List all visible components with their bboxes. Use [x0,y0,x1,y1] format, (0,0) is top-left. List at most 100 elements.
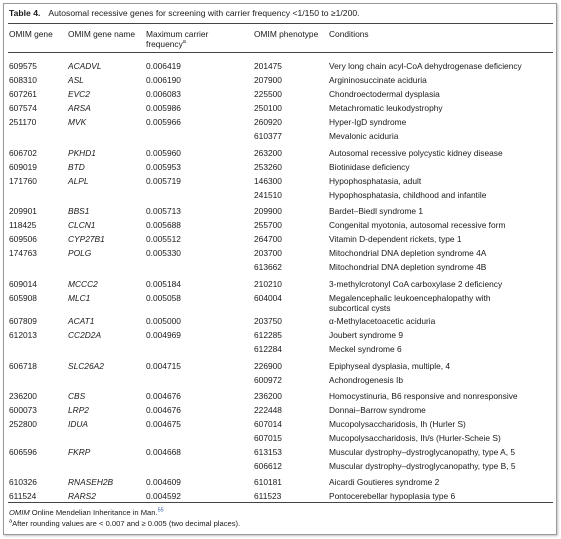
cell-gene-name: BTD [68,162,85,172]
cell-condition-continued: subcortical cysts [329,303,391,313]
cell-gene-name: RNASEH2B [68,477,114,487]
cell-condition: Mitochondrial DNA depletion syndrome 4A [329,248,487,258]
cell-omim-gene: 252800 [9,419,37,429]
cell-gene-name: RARS2 [68,491,96,501]
cell-omim-phenotype: 146300 [254,176,282,186]
header-rule [8,52,553,53]
cell-omim-gene: 610326 [9,477,37,487]
cell-omim-phenotype: 611523 [254,491,282,501]
cell-condition: Meckel syndrome 6 [329,344,402,354]
cell-omim-phenotype: 600972 [254,375,282,385]
header-frequency-sup: a [182,39,186,46]
cell-carrier-frequency: 0.004668 [146,447,181,457]
footnote-rounding: aAfter rounding values are < 0.007 and ≥… [9,519,240,528]
cell-condition: Muscular dystrophy–dystroglycanopathy, t… [329,461,516,471]
cell-gene-name: PKHD1 [68,148,96,158]
cell-omim-phenotype: 210210 [254,279,282,289]
cell-omim-phenotype: 613662 [254,262,282,272]
cell-condition: Biotinidase deficiency [329,162,410,172]
cell-omim-phenotype: 250100 [254,103,282,113]
cell-carrier-frequency: 0.005713 [146,206,181,216]
footnote-rounding-text: After rounding values are < 0.007 and ≥ … [12,519,241,528]
cell-gene-name: IDUA [68,419,89,429]
cell-gene-name: MLC1 [68,293,91,303]
cell-gene-name: ARSA [68,103,91,113]
cell-omim-phenotype: 203750 [254,316,282,326]
cell-omim-phenotype: 236200 [254,391,282,401]
cell-carrier-frequency: 0.006083 [146,89,181,99]
cell-condition: Chondroectodermal dysplasia [329,89,440,99]
cell-carrier-frequency: 0.005986 [146,103,181,113]
cell-condition: Donnai–Barrow syndrome [329,405,426,415]
cell-carrier-frequency: 0.004676 [146,391,181,401]
table-caption: Table 4. Autosomal recessive genes for sc… [9,8,360,18]
cell-condition: Argininosuccinate aciduria [329,75,427,85]
cell-omim-gene: 606596 [9,447,37,457]
footnote-reference-link[interactable]: 55 [157,507,164,514]
cell-condition: Pontocerebellar hypoplasia type 6 [329,491,456,501]
cell-gene-name: CBS [68,391,86,401]
cell-carrier-frequency: 0.004609 [146,477,181,487]
cell-condition: Aicardi Goutieres syndrome 2 [329,477,440,487]
cell-condition: α-Methylacetoacetic aciduria [329,316,436,326]
cell-carrier-frequency: 0.005000 [146,316,181,326]
cell-gene-name: ASL [68,75,84,85]
cell-omim-phenotype: 201475 [254,61,282,71]
cell-omim-phenotype: 253260 [254,162,282,172]
cell-omim-gene: 236200 [9,391,37,401]
cell-gene-name: MCCC2 [68,279,98,289]
cell-carrier-frequency: 0.006419 [146,61,181,71]
cell-condition: Vitamin D-dependent rickets, type 1 [329,234,462,244]
footnote-abbr-text: Online Mendelian Inheritance in Man. [29,508,158,517]
cell-gene-name: CC2D2A [68,330,102,340]
header-frequency-line1: Maximum carrier [146,29,209,39]
table-frame [3,3,557,535]
cell-omim-phenotype: 607015 [254,433,282,443]
cell-omim-gene: 611524 [9,491,37,501]
cell-gene-name: LRP2 [68,405,89,415]
cell-omim-gene: 118425 [9,220,37,230]
cell-omim-gene: 171760 [9,176,37,186]
cell-gene-name: FKRP [68,447,91,457]
cell-omim-phenotype: 610181 [254,477,282,487]
cell-condition: Metachromatic leukodystrophy [329,103,443,113]
cell-omim-gene: 607574 [9,103,37,113]
cell-gene-name: POLG [68,248,92,258]
cell-condition: Hyper-IgD syndrome [329,117,407,127]
cell-condition: Achondrogenesis Ib [329,375,404,385]
cell-carrier-frequency: 0.005719 [146,176,181,186]
cell-carrier-frequency: 0.005512 [146,234,181,244]
cell-condition: Hypophosphatasia, childhood and infantil… [329,190,487,200]
cell-omim-gene: 600073 [9,405,37,415]
header-omim-gene: OMIM gene [9,29,53,39]
cell-omim-phenotype: 264700 [254,234,282,244]
cell-omim-phenotype: 225500 [254,89,282,99]
cell-carrier-frequency: 0.004592 [146,491,181,501]
cell-omim-gene: 609575 [9,61,37,71]
cell-gene-name: BBS1 [68,206,90,216]
cell-omim-gene: 209901 [9,206,37,216]
cell-condition: Megalencephalic leukoencephalopathy with [329,293,491,303]
cell-omim-phenotype: 607014 [254,419,282,429]
cell-omim-phenotype: 613153 [254,447,282,457]
cell-omim-phenotype: 255700 [254,220,282,230]
cell-carrier-frequency: 0.005058 [146,293,181,303]
cell-condition: Mitochondrial DNA depletion syndrome 4B [329,262,487,272]
cell-gene-name: CYP27B1 [68,234,105,244]
cell-omim-phenotype: 226900 [254,361,282,371]
cell-omim-phenotype: 203700 [254,248,282,258]
cell-omim-gene: 174763 [9,248,37,258]
cell-gene-name: ALPL [68,176,89,186]
cell-condition: Congenital myotonia, autosomal recessive… [329,220,506,230]
cell-condition: Mevalonic aciduria [329,131,399,141]
cell-omim-gene: 605908 [9,293,37,303]
cell-gene-name: MVK [68,117,87,127]
cell-condition: Mucopolysaccharidosis, Ih (Hurler S) [329,419,466,429]
cell-condition: Hypophosphatasia, adult [329,176,422,186]
cell-omim-phenotype: 260920 [254,117,282,127]
header-gene-name: OMIM gene name [68,29,136,39]
header-carrier-frequency: Maximum carrier frequencya [146,29,208,49]
header-conditions: Conditions [329,29,369,39]
cell-carrier-frequency: 0.006190 [146,75,181,85]
cell-omim-gene: 251170 [9,117,37,127]
